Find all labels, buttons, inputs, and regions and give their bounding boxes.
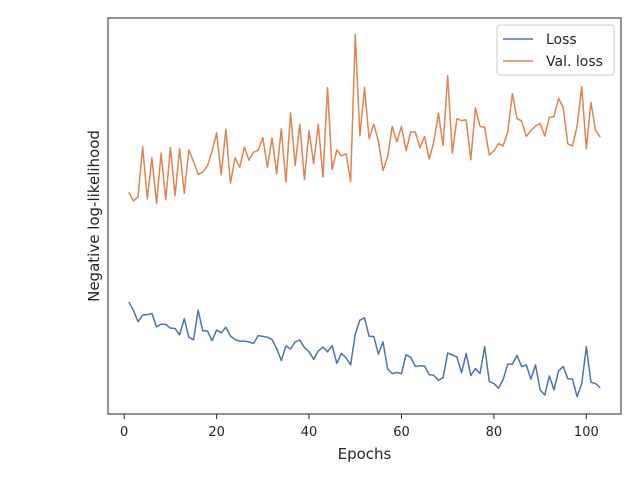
legend-box — [496, 24, 615, 76]
x-tick-label: 60 — [393, 425, 410, 440]
x-tick-label: 0 — [120, 425, 128, 440]
legend-label: Loss — [546, 32, 577, 48]
series-layer — [128, 33, 601, 398]
x-axis-label: Epochs — [338, 445, 392, 463]
x-axis: 0 20 40 60 80 100 — [120, 414, 599, 440]
x-tick-label: 80 — [486, 425, 503, 440]
plot-area-background — [108, 18, 621, 414]
legend-label: Val. loss — [546, 54, 603, 70]
x-tick-label: 20 — [208, 425, 225, 440]
x-tick-label: 100 — [574, 425, 599, 440]
series-line-0 — [128, 301, 601, 398]
plot-frame — [107, 17, 622, 415]
y-axis-label: Negative log-likelihood — [85, 130, 103, 302]
legend: Loss Val. loss — [496, 24, 615, 76]
series-line-1 — [128, 33, 601, 205]
x-tick-label: 40 — [301, 425, 318, 440]
